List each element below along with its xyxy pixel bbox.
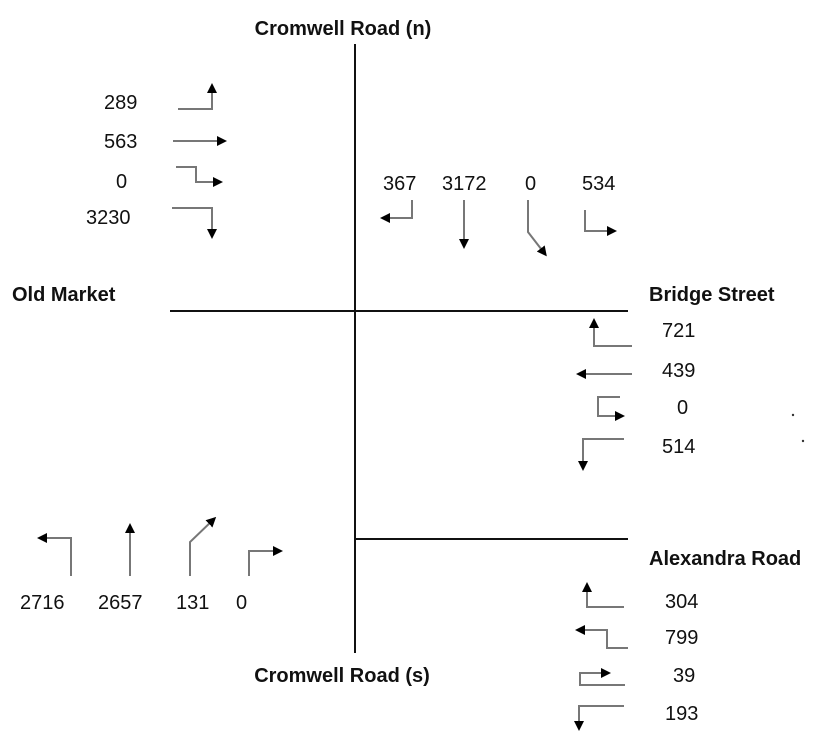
u-turn-arrow (176, 166, 223, 187)
count-cromwell-n-right: 367 (383, 173, 416, 195)
u-turn-arrow (579, 668, 625, 686)
count-alexandra-uturn: 39 (673, 665, 695, 687)
right-turn-arrow (380, 200, 413, 223)
count-bridge-street-left: 514 (662, 436, 695, 458)
count-alexandra-right: 304 (665, 591, 698, 613)
count-cromwell-n-left: 534 (582, 173, 615, 195)
count-cromwell-s-bearright: 131 (176, 592, 209, 614)
count-old-market-straight: 563 (104, 131, 137, 153)
speck-mark (801, 439, 805, 443)
count-old-market-right: 3230 (86, 207, 131, 229)
left-turn-arrow (584, 210, 617, 236)
right-turn-arrow (248, 546, 283, 576)
count-cromwell-n-bearleft: 0 (525, 173, 536, 195)
count-alexandra-left: 799 (665, 627, 698, 649)
road-label-cromwell-north: Cromwell Road (n) (255, 18, 432, 40)
road-label-alexandra-road: Alexandra Road (649, 548, 801, 570)
road-label-bridge-street: Bridge Street (649, 284, 775, 306)
left-turn-arrow (575, 625, 628, 649)
right-turn-arrow (172, 207, 217, 239)
right-turn-arrow (589, 318, 632, 347)
count-cromwell-n-straight: 3172 (442, 173, 487, 195)
bear-left-arrow (527, 200, 547, 257)
count-bridge-street-uturn: 0 (677, 397, 688, 419)
count-old-market-left: 289 (104, 92, 137, 114)
road-label-old-market: Old Market (12, 284, 116, 306)
u-turn-arrow (597, 396, 625, 421)
left-turn-arrow (178, 83, 217, 110)
count-bridge-street-right: 721 (662, 320, 695, 342)
bear-right-arrow (189, 516, 217, 576)
count-alexandra-down: 193 (665, 703, 698, 725)
speck-mark (791, 413, 795, 417)
count-cromwell-s-straight: 2657 (98, 592, 143, 614)
count-cromwell-s-right: 0 (236, 592, 247, 614)
count-bridge-street-straight: 439 (662, 360, 695, 382)
left-turn-arrow (37, 533, 72, 576)
count-old-market-uturn: 0 (116, 171, 127, 193)
count-cromwell-s-left: 2716 (20, 592, 65, 614)
down-turn-arrow (574, 705, 624, 731)
right-turn-arrow (582, 582, 624, 608)
road-label-cromwell-south: Cromwell Road (s) (254, 665, 430, 687)
left-turn-arrow (578, 438, 624, 471)
